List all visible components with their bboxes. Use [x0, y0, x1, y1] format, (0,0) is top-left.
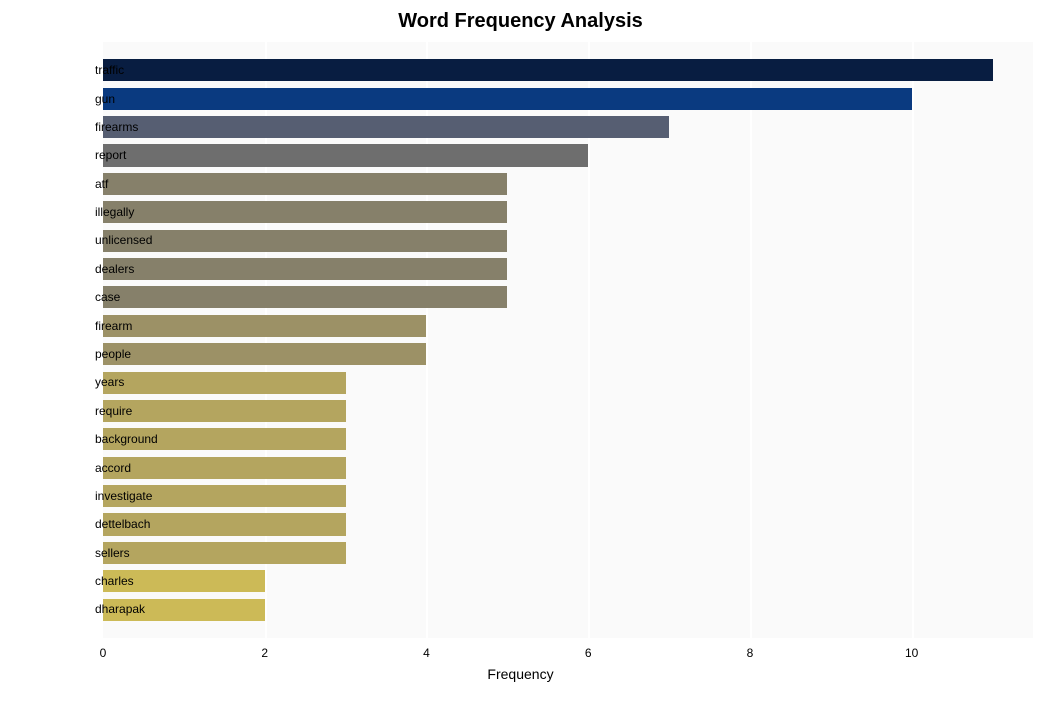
- x-axis-title: Frequency: [0, 666, 1041, 682]
- bar: [103, 144, 588, 166]
- bar: [103, 230, 507, 252]
- x-tick-label: 2: [261, 646, 268, 660]
- x-tick-label: 10: [905, 646, 918, 660]
- bar: [103, 258, 507, 280]
- grid-line: [912, 42, 914, 638]
- grid-line: [750, 42, 752, 638]
- bar: [103, 542, 346, 564]
- bar: [103, 343, 426, 365]
- bar: [103, 59, 993, 81]
- x-tick-label: 8: [747, 646, 754, 660]
- x-tick-label: 4: [423, 646, 430, 660]
- plot-area: [103, 42, 1033, 638]
- bar: [103, 400, 346, 422]
- chart-title: Word Frequency Analysis: [0, 10, 1041, 33]
- bar: [103, 286, 507, 308]
- x-tick-label: 0: [100, 646, 107, 660]
- bar: [103, 88, 912, 110]
- chart-container: Word Frequency Analysis Frequency 0 2 4 6 8 1…: [0, 0, 1041, 701]
- bar: [103, 372, 346, 394]
- bar: [103, 201, 507, 223]
- bar: [103, 315, 426, 337]
- bar: [103, 173, 507, 195]
- x-tick-label: 6: [585, 646, 592, 660]
- bar: [103, 457, 346, 479]
- bar: [103, 116, 669, 138]
